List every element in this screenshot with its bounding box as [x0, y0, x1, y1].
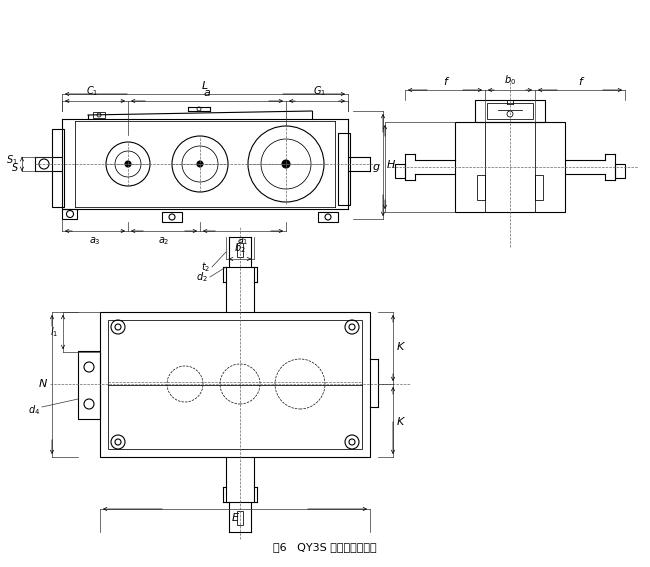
Text: f: f: [578, 77, 582, 87]
Text: K: K: [397, 417, 404, 427]
Bar: [237, 511, 243, 525]
Text: $G_1$: $G_1$: [313, 84, 326, 98]
Circle shape: [197, 161, 203, 167]
Text: $l_1$: $l_1$: [49, 325, 58, 339]
Bar: [338, 133, 350, 205]
Bar: [100, 312, 370, 457]
Bar: [52, 129, 64, 207]
Text: $b_0$: $b_0$: [504, 73, 516, 87]
Text: K: K: [397, 342, 404, 352]
Text: $d_2$: $d_2$: [196, 270, 208, 284]
Text: $a_2$: $a_2$: [158, 235, 170, 247]
Text: g: g: [373, 162, 380, 172]
Bar: [455, 122, 565, 212]
Text: $C_1$: $C_1$: [86, 84, 98, 98]
Bar: [93, 112, 105, 118]
Text: f: f: [443, 77, 447, 87]
Bar: [475, 100, 545, 122]
Bar: [78, 351, 100, 419]
Bar: [162, 212, 182, 222]
Text: 图6   QY3S 减速器外形尺寸: 图6 QY3S 减速器外形尺寸: [273, 542, 377, 552]
Bar: [108, 320, 362, 449]
Bar: [237, 243, 243, 257]
Bar: [477, 175, 485, 200]
Text: $a_3$: $a_3$: [89, 235, 101, 247]
Bar: [487, 103, 533, 119]
Text: $S_1$: $S_1$: [6, 153, 18, 167]
Text: L: L: [202, 81, 208, 91]
Text: $d_4$: $d_4$: [28, 403, 40, 417]
Bar: [318, 212, 338, 222]
Text: E: E: [231, 513, 239, 523]
Text: H: H: [387, 160, 395, 170]
Circle shape: [282, 160, 290, 168]
Bar: [62, 209, 77, 219]
Bar: [615, 164, 625, 178]
Circle shape: [125, 161, 131, 167]
Text: N: N: [38, 379, 47, 389]
Bar: [395, 164, 405, 178]
Text: S: S: [12, 163, 18, 173]
Bar: [535, 175, 543, 200]
Text: $a_1$: $a_1$: [237, 235, 249, 247]
Text: $b_2$: $b_2$: [234, 241, 246, 255]
Text: a: a: [203, 88, 211, 98]
Text: $t_2$: $t_2$: [201, 260, 210, 274]
